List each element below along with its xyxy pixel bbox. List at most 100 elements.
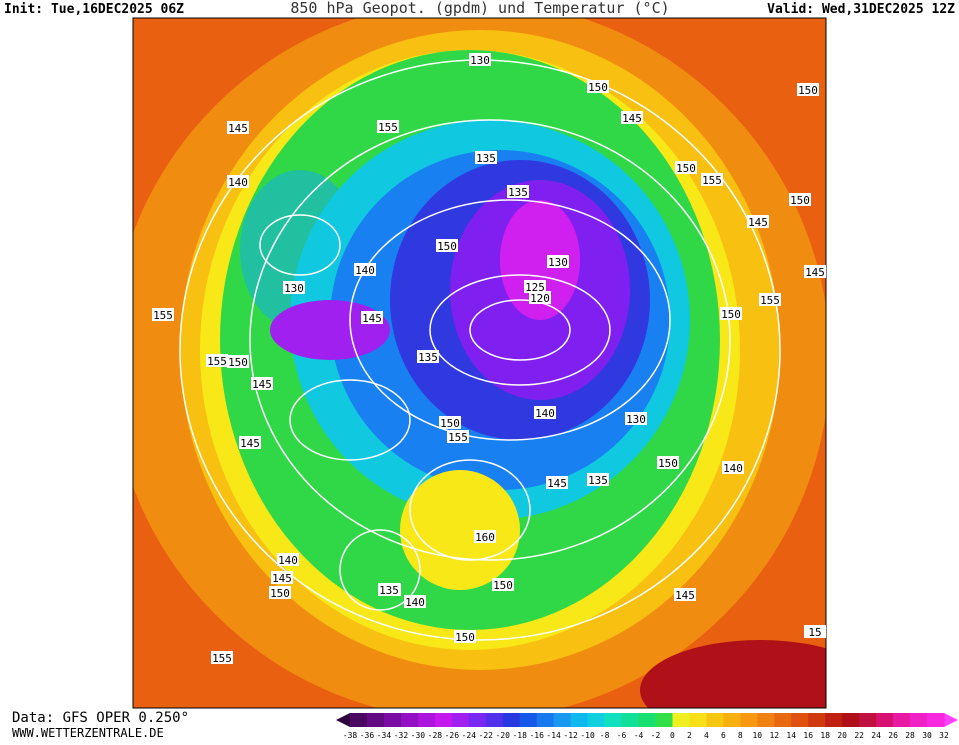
contour-label: 145	[272, 572, 292, 585]
contour-label: 135	[379, 584, 399, 597]
colorbar-swatch	[350, 713, 368, 727]
contour-label-box	[474, 530, 496, 543]
colorbar-swatch	[536, 713, 555, 727]
contour-label: 145	[622, 112, 642, 125]
colorbar-swatch	[400, 713, 419, 727]
map-title: 850 hPa Geopot. (gpdm) und Temperatur (°…	[290, 0, 669, 17]
map	[133, 18, 826, 708]
colorbar-swatch	[638, 713, 656, 727]
contour-label-box	[759, 293, 781, 306]
colorbar-label: 20	[837, 731, 847, 740]
contour-label: 155	[207, 355, 227, 368]
colorbar-label: -22	[479, 731, 494, 740]
contour-label-box	[283, 281, 305, 294]
colorbar-swatch	[570, 713, 589, 727]
contour-label: 140	[228, 176, 248, 189]
contour-label-box	[804, 265, 826, 278]
contour-label: 145	[240, 437, 260, 450]
contour-label-box	[251, 377, 273, 390]
contour-label: 150	[658, 457, 678, 470]
contour-label: 150	[270, 587, 290, 600]
contour-label-box	[587, 473, 609, 486]
contour-label: 150	[588, 81, 608, 94]
colorbar-swatch	[417, 713, 436, 727]
contour-label-box	[378, 583, 400, 596]
colorbar-label: 8	[738, 731, 743, 740]
contour-label: 150	[721, 308, 741, 321]
contour-label-box	[377, 120, 399, 133]
data-source: Data: GFS OPER 0.250°	[12, 710, 189, 726]
colorbar-label: -10	[580, 731, 595, 740]
contour-label: 150	[676, 162, 696, 175]
contour-label-box	[797, 83, 819, 96]
contour-label-box	[587, 80, 609, 93]
contour-label: 155	[448, 431, 468, 444]
contour-label: 145	[805, 266, 825, 279]
colorbar-label: 10	[752, 731, 762, 740]
contour-label-box	[354, 263, 376, 276]
contour-label-box	[361, 311, 383, 324]
contour-label: 135	[418, 351, 438, 364]
contour-label-box	[507, 185, 529, 198]
contour-label-box	[271, 571, 293, 584]
colorbar-swatch	[655, 713, 673, 727]
colorbar-label: -12	[563, 731, 578, 740]
colorbar-label: 22	[854, 731, 864, 740]
contour-label: 135	[508, 186, 528, 199]
colorbar-label: -4	[634, 731, 644, 740]
colorbar-label: -38	[343, 731, 358, 740]
contour-label-box	[227, 355, 249, 368]
colorbar-swatch	[604, 713, 623, 727]
colorbar-swatch	[468, 713, 487, 727]
contour-label-box	[277, 553, 299, 566]
contour-label-box	[625, 412, 647, 425]
contour-label: 155	[378, 121, 398, 134]
contour-label: 135	[476, 152, 496, 165]
colorbar-swatch	[689, 713, 707, 727]
contour-label-box	[269, 586, 291, 599]
contour-label: 145	[362, 312, 382, 325]
colorbar-label: -32	[394, 731, 409, 740]
colorbar-swatch	[502, 713, 521, 727]
contour-label: 140	[723, 462, 743, 475]
contour-label-box	[439, 416, 461, 429]
map-frame	[132, 17, 827, 709]
contour-label: 145	[252, 378, 272, 391]
colorbar-label: 18	[820, 731, 830, 740]
colorbar-swatch	[672, 713, 690, 727]
colorbar-swatch	[876, 713, 894, 727]
contour-label: 145	[228, 122, 248, 135]
contour-label: 140	[278, 554, 298, 567]
colorbar-label: -34	[377, 731, 392, 740]
contour-label-box	[454, 630, 476, 643]
contour-label-box	[621, 111, 643, 124]
contour-label-box	[675, 161, 697, 174]
contour-label: 150	[440, 417, 460, 430]
contour-label: 130	[284, 282, 304, 295]
colorbar-label: -8	[600, 731, 610, 740]
colorbar-swatch	[485, 713, 504, 727]
contour-label-box	[447, 430, 469, 443]
contour-label-box	[475, 151, 497, 164]
contour-label-box	[529, 291, 551, 304]
contour-label-box	[547, 255, 569, 268]
colorbar-label: -24	[462, 731, 477, 740]
contour-label: 140	[355, 264, 375, 277]
colorbar-swatch	[553, 713, 572, 727]
valid-time: Valid: Wed,31DEC2025 12Z	[767, 2, 955, 17]
contour-label-box	[404, 595, 426, 608]
contour-label-box	[804, 625, 826, 638]
contour-label: 155	[760, 294, 780, 307]
colorbar-label: -26	[445, 731, 460, 740]
colorbar-swatch	[859, 713, 877, 727]
contour-label: 150	[455, 631, 475, 644]
colorbar-label: 24	[871, 731, 881, 740]
contour-label: 155	[212, 652, 232, 665]
contour-label-box	[227, 121, 249, 134]
colorbar-swatch	[825, 713, 843, 727]
contour-label-box	[657, 456, 679, 469]
colorbar-swatch	[366, 713, 385, 727]
colorbar-swatch	[706, 713, 724, 727]
colorbar-label: 0	[670, 731, 675, 740]
contour-label-box	[152, 308, 174, 321]
